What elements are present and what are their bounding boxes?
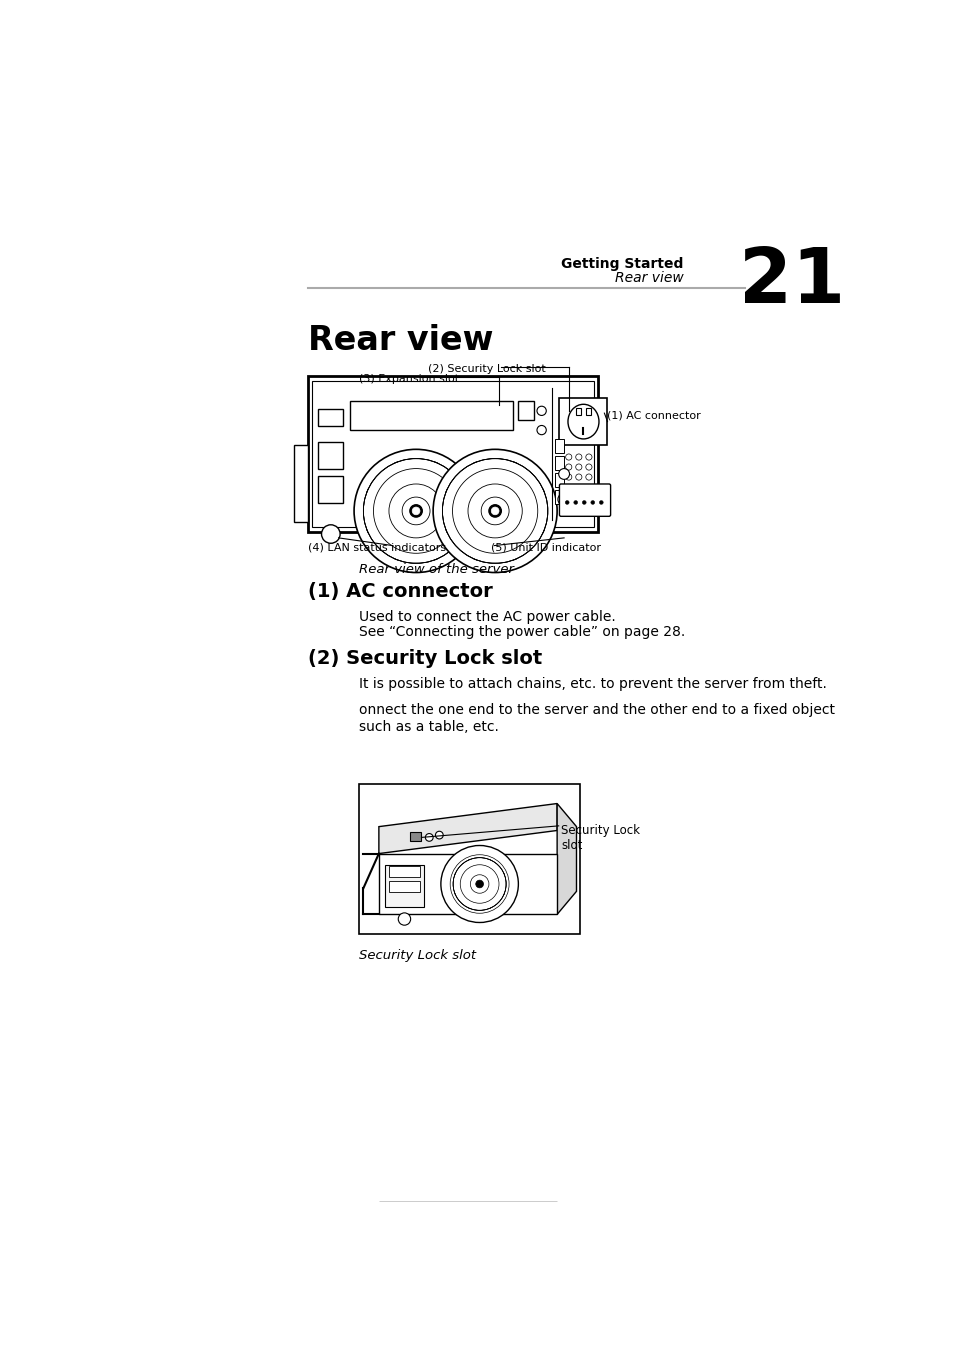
Ellipse shape — [567, 404, 598, 439]
Circle shape — [491, 507, 498, 515]
Text: Security Lock slot: Security Lock slot — [359, 948, 476, 962]
Circle shape — [575, 463, 581, 470]
Text: Security Lock
slot: Security Lock slot — [560, 824, 639, 852]
Text: (3) Expansion slot: (3) Expansion slot — [359, 374, 459, 384]
Circle shape — [590, 500, 594, 504]
Text: (1) AC connector: (1) AC connector — [307, 582, 492, 601]
Bar — [555, 490, 563, 504]
Bar — [585, 408, 591, 416]
Bar — [359, 785, 579, 934]
Circle shape — [433, 450, 557, 573]
Bar — [385, 865, 423, 908]
Text: (5) Unit ID indicator: (5) Unit ID indicator — [491, 543, 600, 553]
Circle shape — [537, 426, 546, 435]
Bar — [307, 376, 598, 532]
Bar — [294, 446, 307, 523]
Circle shape — [585, 454, 592, 461]
Bar — [389, 866, 419, 877]
Text: Rear view of the server: Rear view of the server — [359, 562, 514, 576]
Bar — [312, 381, 593, 527]
Text: It is possible to attach chains, etc. to prevent the server from theft.: It is possible to attach chains, etc. to… — [359, 677, 826, 692]
Circle shape — [321, 524, 340, 543]
Text: (2) Security Lock slot: (2) Security Lock slot — [427, 363, 545, 374]
Circle shape — [575, 474, 581, 480]
Circle shape — [565, 474, 571, 480]
Bar — [555, 473, 563, 488]
Circle shape — [581, 500, 585, 504]
Polygon shape — [557, 804, 576, 915]
Circle shape — [354, 450, 477, 573]
Text: Rear view: Rear view — [614, 272, 682, 285]
Circle shape — [573, 500, 578, 504]
Text: Rear view: Rear view — [307, 324, 493, 357]
Circle shape — [488, 505, 500, 517]
Bar — [575, 408, 580, 416]
Circle shape — [565, 463, 571, 470]
Bar — [558, 397, 607, 446]
Text: (4) LAN status indicators: (4) LAN status indicators — [307, 543, 445, 553]
Bar — [350, 401, 513, 430]
Polygon shape — [378, 854, 557, 915]
Text: (1) AC connector: (1) AC connector — [607, 411, 700, 420]
Circle shape — [565, 454, 571, 461]
Circle shape — [410, 505, 422, 517]
Circle shape — [412, 507, 419, 515]
Text: Used to connect the AC power cable.: Used to connect the AC power cable. — [359, 611, 616, 624]
Polygon shape — [378, 804, 557, 854]
Circle shape — [537, 407, 546, 416]
Circle shape — [397, 913, 410, 925]
Circle shape — [558, 469, 569, 480]
Text: onnect the one end to the server and the other end to a fixed object
such as a t: onnect the one end to the server and the… — [359, 704, 835, 734]
Text: Getting Started: Getting Started — [560, 257, 682, 270]
Bar — [389, 881, 419, 892]
Bar — [555, 457, 563, 470]
Circle shape — [435, 831, 443, 839]
Text: (2) Security Lock slot: (2) Security Lock slot — [307, 648, 541, 667]
FancyBboxPatch shape — [558, 484, 610, 516]
Circle shape — [558, 493, 570, 505]
Circle shape — [585, 474, 592, 480]
Circle shape — [425, 834, 433, 842]
Circle shape — [575, 454, 581, 461]
Text: See “Connecting the power cable” on page 28.: See “Connecting the power cable” on page… — [359, 626, 685, 639]
Bar — [410, 832, 421, 842]
Bar — [555, 439, 563, 453]
Circle shape — [440, 846, 517, 923]
Circle shape — [585, 463, 592, 470]
Bar — [318, 409, 343, 426]
Circle shape — [598, 500, 602, 504]
Bar — [318, 442, 343, 469]
Bar — [318, 477, 343, 503]
Text: 21: 21 — [739, 246, 844, 319]
Circle shape — [565, 500, 569, 504]
Bar — [517, 401, 534, 420]
Circle shape — [476, 880, 483, 888]
